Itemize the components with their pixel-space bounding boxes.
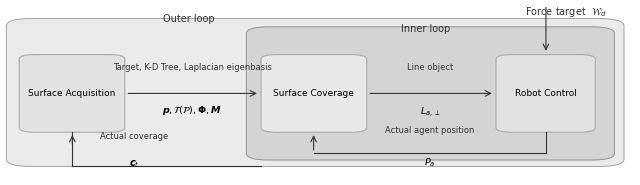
Text: Surface Acquisition: Surface Acquisition — [28, 89, 116, 98]
Text: Actual coverage: Actual coverage — [100, 132, 168, 141]
FancyBboxPatch shape — [246, 27, 614, 160]
Text: $P_a$: $P_a$ — [424, 156, 436, 169]
Text: Inner loop: Inner loop — [401, 24, 450, 34]
Text: Robot Control: Robot Control — [515, 89, 577, 98]
Text: Force target  $\mathcal{W}_d$: Force target $\mathcal{W}_d$ — [525, 5, 607, 19]
Text: $\boldsymbol{c}_t$: $\boldsymbol{c}_t$ — [129, 158, 140, 170]
Text: $\boldsymbol{p}, \mathcal{T}(\mathcal{P}), \boldsymbol{\Phi}, \boldsymbol{M}$: $\boldsymbol{p}, \mathcal{T}(\mathcal{P}… — [163, 104, 221, 117]
FancyBboxPatch shape — [496, 55, 595, 132]
FancyBboxPatch shape — [19, 55, 125, 132]
FancyBboxPatch shape — [261, 55, 367, 132]
FancyBboxPatch shape — [6, 18, 624, 166]
Text: $L_{a,\perp}$: $L_{a,\perp}$ — [420, 105, 440, 119]
Text: Target, K-D Tree, Laplacian eigenbasis: Target, K-D Tree, Laplacian eigenbasis — [113, 63, 271, 72]
Text: Line object: Line object — [407, 63, 453, 72]
Text: Surface Coverage: Surface Coverage — [273, 89, 355, 98]
Text: Outer loop: Outer loop — [163, 14, 214, 24]
Text: Actual agent position: Actual agent position — [385, 126, 475, 135]
